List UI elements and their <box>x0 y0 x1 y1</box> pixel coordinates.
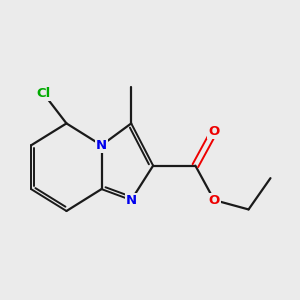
Text: N: N <box>96 139 107 152</box>
Text: O: O <box>208 194 220 207</box>
Text: O: O <box>208 125 220 138</box>
Text: Cl: Cl <box>37 87 51 100</box>
Text: N: N <box>126 194 137 207</box>
